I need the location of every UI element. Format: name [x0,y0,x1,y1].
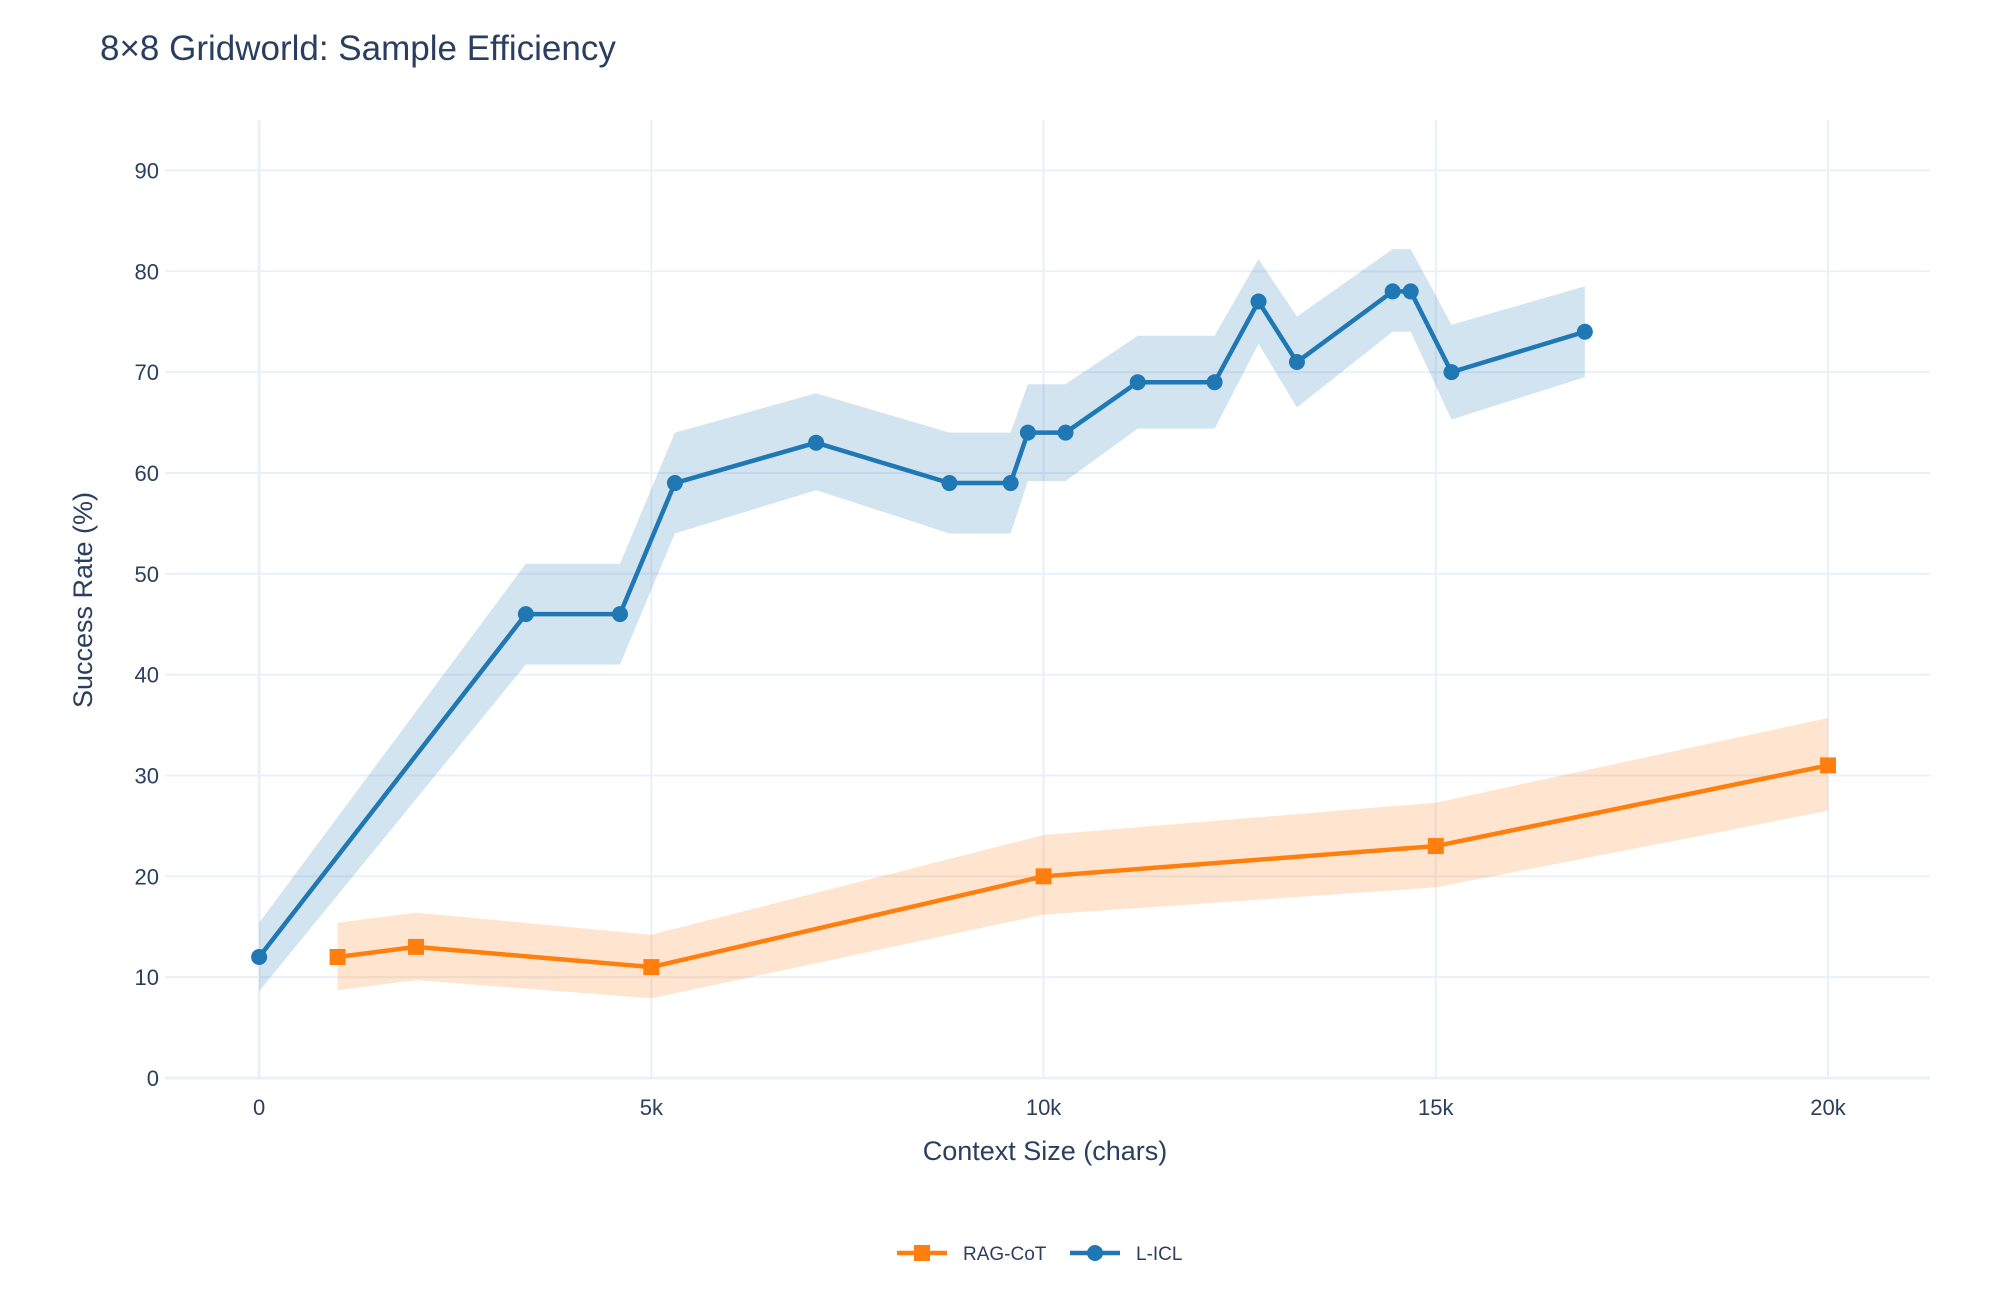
y-tick-label: 40 [135,663,159,688]
l-icl-point [1129,374,1146,391]
y-tick-label: 80 [135,259,159,284]
l-icl-point [1288,354,1305,371]
l-icl-point [611,606,628,623]
legend-item-l-icl[interactable]: L-ICL [1070,1244,1182,1265]
legend-label: L-ICL [1136,1244,1182,1265]
rag-cot-point [1427,838,1444,855]
y-tick-label: 10 [135,965,159,990]
y-tick-label: 50 [135,562,159,587]
x-tick-label: 10k [1026,1095,1062,1120]
rag-cot-line [337,763,1829,970]
y-tick-label: 0 [147,1066,159,1091]
y-axis-title: Success Rate (%) [68,492,98,708]
legend-item-rag-cot[interactable]: RAG-CoT [897,1244,1047,1265]
l-icl-point [1250,293,1267,310]
x-tick-label: 15k [1418,1095,1454,1120]
rag-cot-point [408,938,425,955]
x-tick-label: 5k [640,1095,664,1120]
rag-cot-error-band [337,717,1829,999]
l-icl-point [1384,283,1401,300]
y-tick-label: 90 [135,158,159,183]
legend-square-marker-icon [914,1245,930,1261]
l-icl-point [666,475,683,492]
rag-cot-point [1035,868,1052,885]
l-icl-point [1402,283,1419,300]
l-icl-point [1057,424,1074,441]
l-icl-point [808,434,825,451]
series-markers [251,283,1837,976]
y-tick-label: 20 [135,864,159,889]
x-axis-title: Context Size (chars) [923,1136,1168,1166]
l-icl-point [1576,323,1593,340]
l-icl-point [1002,475,1019,492]
legend-label: RAG-CoT [963,1244,1047,1265]
l-icl-point [251,948,268,965]
l-icl-point [1443,364,1460,381]
grid [165,120,1930,1080]
legend-circle-marker-icon [1087,1245,1103,1261]
l-icl-point [517,606,534,623]
y-axis-ticks: 0 10 20 30 40 50 60 70 80 90 [135,158,159,1091]
rag-cot-point [643,959,660,976]
x-tick-label: 0 [253,1095,265,1120]
rag-cot-point [1820,757,1837,774]
l-icl-point [1206,374,1223,391]
y-tick-label: 60 [135,461,159,486]
chart-title: 8×8 Gridworld: Sample Efficiency [100,29,616,68]
rag-cot-point [329,948,346,965]
x-tick-label: 20k [1810,1095,1846,1120]
y-tick-label: 30 [135,763,159,788]
y-tick-label: 70 [135,360,159,385]
legend: RAG-CoT L-ICL [897,1244,1182,1265]
x-axis-ticks: 0 5k 10k 15k 20k [253,1095,1847,1120]
l-icl-point [941,475,958,492]
l-icl-point [1019,424,1036,441]
